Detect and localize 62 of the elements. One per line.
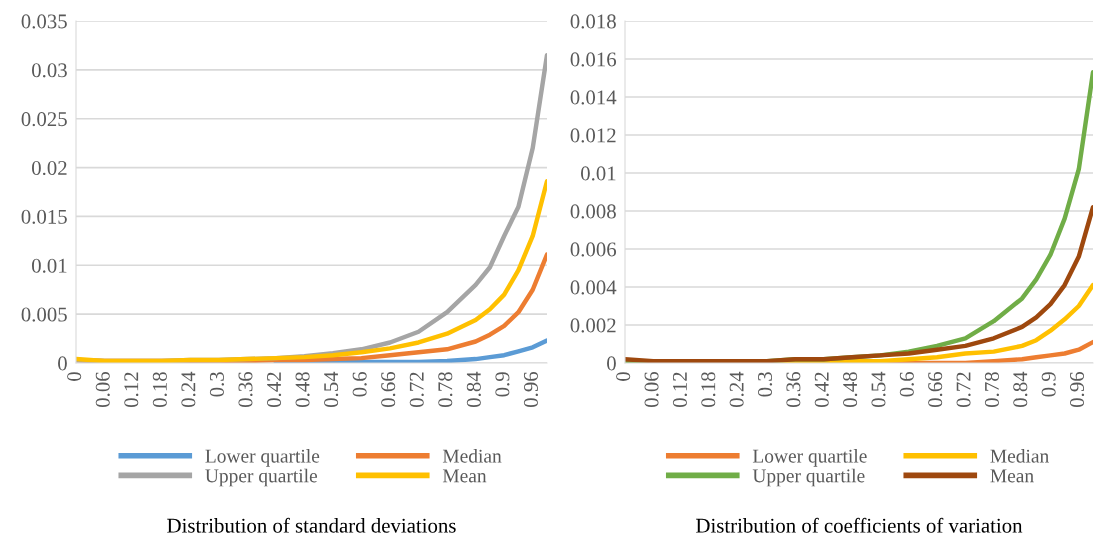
- y-tick-label: 0.025: [21, 112, 67, 127]
- x-tick-label: 0.36: [238, 371, 253, 407]
- y-tick-label: 0.014: [570, 90, 617, 105]
- x-tick-label: 0: [616, 372, 631, 381]
- y-tick-label: 0.015: [21, 209, 67, 224]
- x-tick-label: 0.84: [1013, 371, 1028, 407]
- x-tick-label: 0.66: [381, 371, 396, 407]
- legend-label: Median: [442, 449, 502, 463]
- y-tick-label: 0.002: [570, 318, 616, 333]
- y-tick-label: 0.035: [21, 14, 67, 29]
- x-tick-label: 0: [67, 372, 82, 381]
- x-tick-label: 0.96: [1069, 371, 1085, 407]
- x-tick-label: 0.66: [928, 371, 943, 407]
- y-tick-label: 0.008: [570, 204, 616, 219]
- x-tick-label: 0.36: [786, 371, 801, 407]
- x-tick-label: 0.9: [495, 372, 510, 397]
- x-tick-label: 0.12: [672, 372, 688, 407]
- x-tick-label: 0.78: [984, 372, 1000, 407]
- text: Distribution of coefficients of variation: [696, 517, 1023, 533]
- x-tick-label: 0.48: [843, 372, 858, 407]
- legend-label: Median: [990, 449, 1049, 463]
- y-tick-label: 0.03: [32, 63, 67, 78]
- legend-label: Lower quartile: [752, 449, 867, 467]
- x-tick-label: 0.54: [871, 371, 886, 407]
- y-tick-label: 0.01: [581, 166, 616, 181]
- y-tick-label: 0: [607, 356, 616, 371]
- y-tick-label: 0.012: [570, 128, 616, 143]
- x-tick-label: 0.3: [757, 372, 773, 397]
- x-tick-label: 0.24: [729, 371, 744, 407]
- x-tick-label: 0.42: [266, 372, 282, 407]
- x-tick-label: 0.06: [95, 371, 110, 407]
- y-tick-label: 0: [58, 356, 67, 371]
- x-tick-label: 0.42: [814, 372, 829, 407]
- y-tick-label: 0.01: [32, 258, 67, 273]
- x-tick-label: 0.9: [1041, 372, 1056, 397]
- x-tick-label: 0.6: [352, 371, 367, 397]
- legend-label: Mean: [990, 469, 1034, 483]
- y-tick-label: 0.016: [570, 52, 617, 67]
- x-tick-label: 0.12: [124, 372, 139, 407]
- y-tick-label: 0.02: [32, 160, 67, 176]
- y-tick-label: 0.004: [570, 280, 617, 295]
- y-tick-label: 0.018: [570, 14, 616, 29]
- x-tick-label: 0.72: [409, 372, 424, 407]
- x-tick-label: 0.3: [209, 372, 225, 397]
- y-tick-label: 0.005: [21, 307, 67, 322]
- x-tick-label: 0.84: [466, 371, 481, 407]
- x-tick-label: 0.6: [899, 371, 914, 397]
- x-tick-label: 0.48: [295, 372, 310, 407]
- x-tick-label: 0.18: [701, 372, 716, 407]
- y-tick-label: 0.006: [570, 242, 617, 257]
- legend-label: Lower quartile: [205, 449, 320, 467]
- x-tick-label: 0.06: [644, 371, 659, 407]
- legend-label: Upper quartile: [752, 468, 865, 487]
- x-tick-label: 0.54: [324, 371, 339, 407]
- legend-label: Upper quartile: [205, 468, 318, 487]
- x-tick-label: 0.72: [956, 372, 971, 407]
- x-tick-label: 0.78: [438, 372, 453, 407]
- x-tick-label: 0.96: [523, 371, 539, 407]
- x-tick-label: 0.18: [152, 372, 167, 407]
- text: Distribution of standard deviations: [167, 517, 456, 533]
- x-tick-label: 0.24: [181, 371, 196, 407]
- legend-label: Mean: [442, 469, 487, 483]
